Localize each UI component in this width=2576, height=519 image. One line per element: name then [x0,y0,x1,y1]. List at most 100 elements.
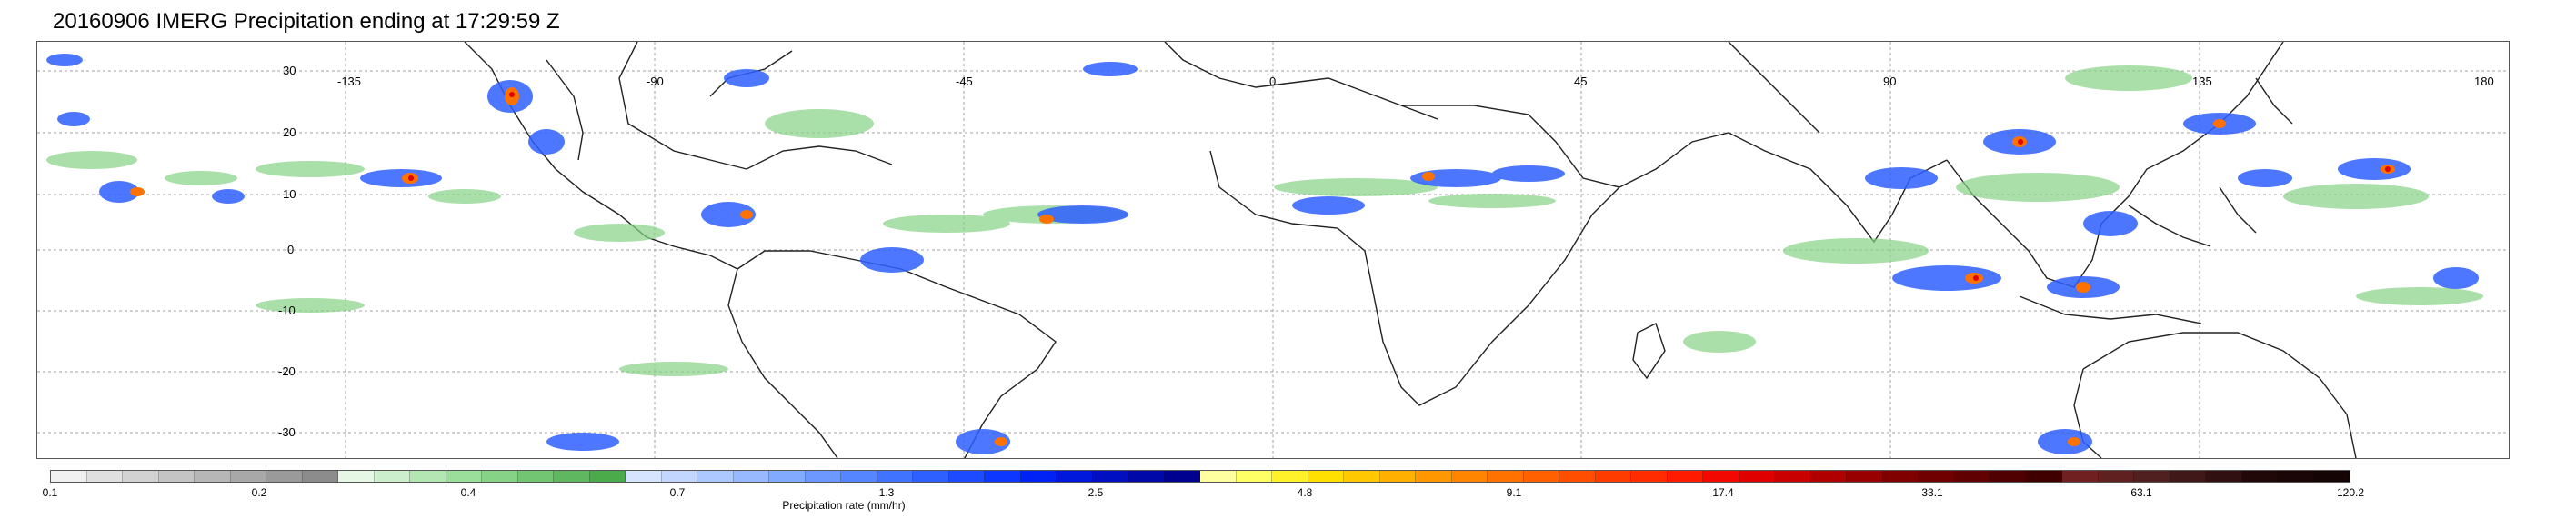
colorbar-segment [517,471,554,482]
colorbar-segment [913,471,949,482]
colorbar-segment [123,471,159,482]
colorbar-segment [661,471,697,482]
lon-label: -45 [956,75,973,88]
lat-label: 0 [287,243,294,256]
colorbar-segment [1523,471,1559,482]
colorbar-segment [1703,471,1739,482]
colorbar-segment [877,471,913,482]
colorbar [50,470,2350,483]
map-canvas: -135 -90 -45 0 45 90 135 180 30 20 10 0 … [37,42,2509,458]
colorbar-segment [2026,471,2062,482]
colorbar-segment [733,471,769,482]
colorbar-tick-label: 0.1 [42,486,58,499]
colorbar-segment [1236,471,1272,482]
colorbar-segment [1847,471,1883,482]
colorbar-tick-label: 0.4 [460,486,476,499]
colorbar-segment [338,471,375,482]
lon-label: 45 [1574,75,1587,88]
colorbar-segment [2062,471,2099,482]
colorbar-segment [1810,471,1847,482]
lat-label: -10 [278,304,296,317]
colorbar-segment [1595,471,1631,482]
colorbar-segment [1919,471,1955,482]
lon-label: 135 [2192,75,2212,88]
colorbar-segment [1164,471,1200,482]
colorbar-segment [1128,471,1165,482]
lon-label: -135 [337,75,361,88]
colorbar-segment [1631,471,1668,482]
colorbar-segment [410,471,446,482]
colorbar-title: Precipitation rate (mm/hr) [782,499,906,512]
colorbar-segment [2170,471,2206,482]
colorbar-segment [805,471,841,482]
lat-label: 30 [283,64,296,77]
longitude-labels: -135 -90 -45 0 45 90 135 180 [337,75,2494,88]
colorbar-segment [1775,471,1811,482]
lon-label: 90 [1883,75,1896,88]
colorbar-segment [446,471,482,482]
colorbar-segment [1559,471,1596,482]
colorbar-segment [841,471,877,482]
lon-label: -90 [647,75,664,88]
colorbar-segment [2313,471,2350,482]
colorbar-segment [51,471,87,482]
colorbar-segment [266,471,303,482]
gridlines [37,42,2509,458]
colorbar-segment [1092,471,1128,482]
colorbar-segment [1488,471,1524,482]
colorbar-segment [1379,471,1416,482]
colorbar-segment [374,471,410,482]
colorbar-segment [1308,471,1344,482]
colorbar-segment [1667,471,1703,482]
colorbar-tick-label: 2.5 [1088,486,1104,499]
colorbar-segment [2206,471,2242,482]
colorbar-segment [230,471,266,482]
colorbar-segment [1416,471,1452,482]
lat-label: 10 [283,187,296,201]
colorbar-segment [2134,471,2170,482]
colorbar-tick-label: 120.2 [2336,486,2365,499]
colorbar-tick-label: 4.8 [1297,486,1313,499]
colorbar-segment [1990,471,2027,482]
colorbar-segment [158,471,195,482]
lat-label: 20 [283,125,296,139]
colorbar-segment [1954,471,1990,482]
map-title: 20160906 IMERG Precipitation ending at 1… [53,9,560,34]
colorbar-segment [626,471,662,482]
lon-label: 0 [1269,75,1276,88]
colorbar-segment [1739,471,1775,482]
colorbar-segment [1057,471,1093,482]
colorbar-tick-label: 0.7 [669,486,686,499]
colorbar-tick-label: 9.1 [1506,486,1522,499]
colorbar-segment [948,471,985,482]
colorbar-segment [1882,471,1919,482]
colorbar-segment [302,471,338,482]
colorbar-tick-label: 63.1 [2130,486,2152,499]
colorbar-segment [2278,471,2314,482]
colorbar-segment [86,471,123,482]
colorbar-segment [985,471,1021,482]
colorbar-segment [769,471,806,482]
colorbar-tick-label: 17.4 [1712,486,1734,499]
colorbar-tick-label: 1.3 [878,486,895,499]
colorbar-tick-label: 33.1 [1921,486,1943,499]
precipitation-map[interactable]: -135 -90 -45 0 45 90 135 180 30 20 10 0 … [36,41,2510,459]
colorbar-segment [1200,471,1237,482]
colorbar-segment [1272,471,1308,482]
colorbar-segment [697,471,734,482]
colorbar-segment [1020,471,1057,482]
colorbar-segment [589,471,626,482]
precipitation-field [46,54,2483,454]
lat-label: -20 [278,364,296,378]
colorbar-tick-label: 0.2 [251,486,267,499]
colorbar-segment [482,471,518,482]
latitude-labels: 30 20 10 0 -10 -20 -30 [278,64,296,439]
colorbar-segment [1344,471,1380,482]
colorbar-segment [1451,471,1488,482]
colorbar-segment [2241,471,2278,482]
lon-label: 180 [2474,75,2494,88]
colorbar-segment [195,471,231,482]
colorbar-segment [554,471,590,482]
lat-label: -30 [278,425,296,439]
colorbar-segment [2098,471,2134,482]
